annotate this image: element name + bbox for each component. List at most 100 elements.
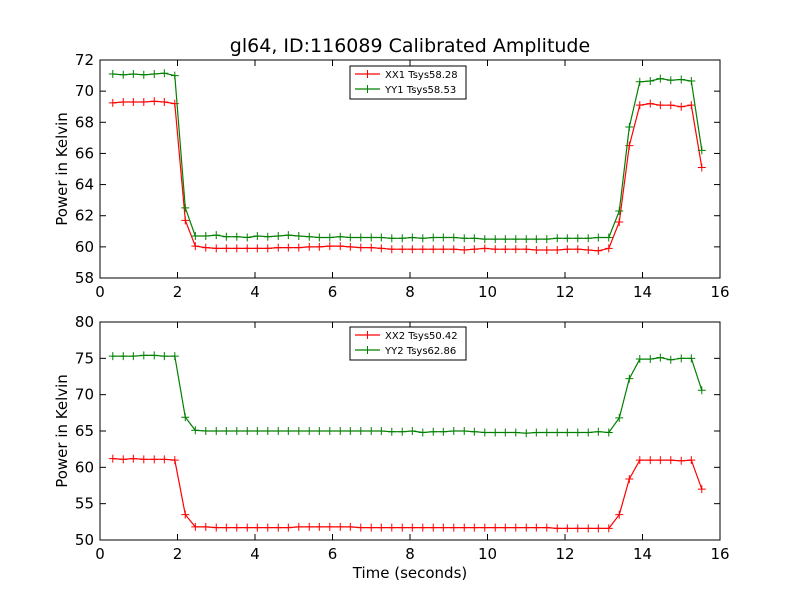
data-point [139,98,148,107]
data-point [119,70,128,79]
x-tick-label: 10 [478,283,497,301]
data-point [491,245,500,254]
data-point [325,233,334,242]
data-point [119,352,128,361]
data-point [646,77,655,86]
data-point [460,523,469,532]
data-point [315,522,324,531]
data-point [222,232,231,241]
x-tick-label: 6 [328,545,338,563]
legend-marker [363,85,372,93]
data-point [573,234,582,243]
data-point [635,77,644,86]
data-point [511,428,520,437]
data-point [274,231,283,240]
y-tick-label: 66 [75,144,94,162]
legend-label: YY1 Tsys58.53 [384,85,456,96]
data-point [666,456,675,465]
data-point [398,245,407,254]
data-point [222,523,231,532]
data-point [635,101,644,110]
data-point [511,245,520,254]
data-point [625,374,634,383]
x-tick-label: 12 [555,545,574,563]
data-point [212,244,221,253]
data-point [160,455,169,464]
data-point [139,351,148,360]
data-point [387,234,396,243]
data-point [150,97,159,106]
data-point [356,523,365,532]
data-point [677,102,686,111]
x-tick-label: 4 [250,545,260,563]
data-point [480,523,489,532]
y-tick-label: 60 [75,458,94,476]
data-point [697,146,706,155]
data-point [294,522,303,531]
chart-panel-2: 0 2 4 6 8 10 12 14 16 50 55 60 65 70 75 80 Power in Kelv… [53,313,730,582]
x-tick-label: 0 [95,545,105,563]
data-point [212,427,221,435]
data-point [470,427,479,436]
data-point [635,355,644,364]
data-point [511,235,520,244]
data-point [243,233,252,242]
legend: XX2 Tsys50.42 YY2 Tsys62.86 [349,326,467,361]
legend-label: XX1 Tsys58.28 [385,70,458,81]
data-point [315,427,324,435]
data-point [201,243,210,252]
data-point [263,232,272,241]
data-point [573,524,582,533]
data-point [687,77,696,86]
x-tick-label: 0 [95,283,105,301]
data-point [160,98,169,107]
data-point [284,427,293,435]
data-point [274,243,283,252]
data-point [429,233,438,242]
data-point [346,427,355,435]
data-point [305,522,314,531]
data-point [212,231,221,240]
data-point [584,234,593,243]
series-line [112,354,703,434]
x-tick-label: 2 [173,283,183,301]
y-tick-label: 72 [75,51,94,69]
data-point [418,245,427,254]
data-point [346,242,355,251]
y-tick-label: 68 [75,113,94,131]
data-point [263,427,272,435]
data-point [666,355,675,364]
data-point [615,217,624,226]
data-point [377,233,386,242]
data-point [563,524,572,533]
data-point [697,163,706,172]
data-point [501,428,510,437]
data-point [449,427,458,435]
x-tick-label: 14 [633,545,652,563]
data-point [367,233,376,242]
data-point [522,235,531,244]
data-point [263,523,272,532]
x-tick-label: 8 [405,283,415,301]
data-point [687,456,696,465]
x-tick-label: 10 [478,545,497,563]
data-point [532,245,541,254]
data-point [325,522,334,531]
data-point [336,242,345,251]
y-tick-label: 80 [75,313,94,331]
data-point [253,244,262,253]
y-tick-label: 62 [75,207,94,225]
data-point [294,231,303,240]
data-point [460,234,469,243]
data-point [573,428,582,437]
data-point [573,245,582,254]
data-point [604,524,613,533]
data-point [594,524,603,533]
data-point [398,427,407,436]
x-tick-label: 16 [710,283,729,301]
legend: XX1 Tsys58.28 YY1 Tsys58.53 [349,65,467,100]
data-point [150,455,159,464]
y-tick-label: 64 [75,176,94,194]
data-point [170,71,179,80]
